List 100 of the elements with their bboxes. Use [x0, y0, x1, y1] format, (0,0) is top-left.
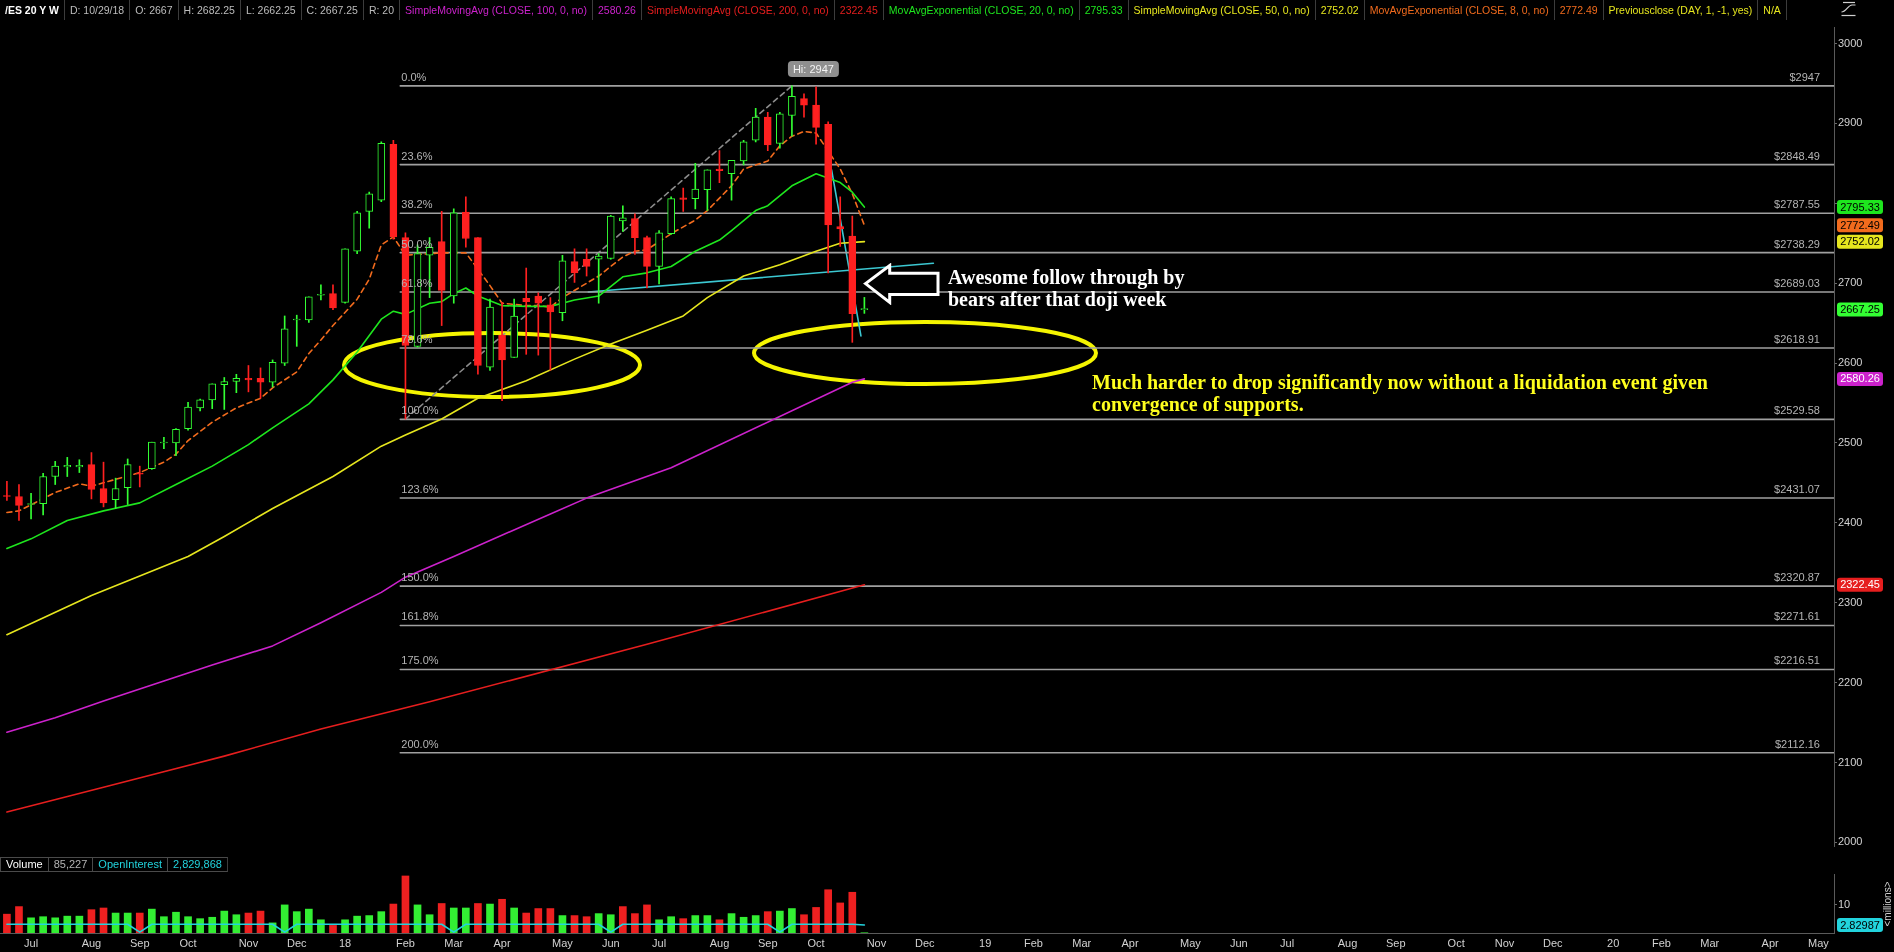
- x-tick-label: Dec: [914, 936, 936, 949]
- bar: [836, 902, 845, 933]
- text: 2.82987: [1840, 918, 1880, 931]
- text: 2667.25: [1840, 302, 1880, 315]
- annotation: 78.6%: [401, 333, 433, 345]
- candlestick: [160, 437, 168, 449]
- x-tick-label: Nov: [866, 936, 887, 949]
- bar: [15, 906, 23, 933]
- bar: [631, 913, 639, 933]
- bar: [135, 912, 144, 933]
- annotation: 200.0%: [401, 737, 439, 750]
- candlestick: [498, 302, 506, 401]
- y-tick-label: 2200: [1838, 675, 1863, 688]
- annotation: Awesome follow through by bears after that doji week: [948, 266, 1186, 310]
- x-tick-label: Feb: [1651, 936, 1671, 949]
- candlestick: [292, 314, 301, 347]
- x-tick-label: Jul: [1280, 936, 1295, 949]
- x-tick-label: Sep: [1385, 936, 1406, 949]
- x-tick-label: Sep: [129, 936, 150, 949]
- x-tick-label: Aug: [81, 936, 102, 949]
- annotation: $2689.03: [1774, 276, 1820, 289]
- x-tick-label: Feb: [1023, 936, 1043, 949]
- annotation: $2271.61: [1774, 610, 1820, 623]
- annotation: $2529.58: [1774, 404, 1820, 417]
- bar: [522, 912, 531, 933]
- text: 2752.02: [1840, 235, 1880, 248]
- x-tick-label: Oct: [179, 936, 197, 949]
- x-tick-label: Dec: [1542, 936, 1564, 949]
- annotation: 150.0%: [401, 571, 439, 584]
- x-tick-label: Feb: [395, 936, 415, 949]
- x-tick-label: Oct: [1447, 936, 1465, 949]
- text: N/A: [1758, 0, 1787, 20]
- x-tick-label: Jun: [601, 936, 620, 949]
- annotation: $2618.91: [1774, 333, 1820, 345]
- annotation: 123.6%: [401, 483, 439, 496]
- bar: [619, 906, 627, 933]
- bar: [437, 903, 446, 933]
- bar: [812, 907, 820, 933]
- candlestick: [679, 187, 688, 212]
- bar: [220, 910, 229, 933]
- bar: [594, 913, 603, 933]
- text: MovAvgExponential (CLOSE, 8, 0, no): [1364, 0, 1555, 20]
- x-tick-label: May: [1180, 936, 1202, 949]
- candlestick: [836, 196, 845, 247]
- annotation: $2787.55: [1774, 198, 1820, 211]
- y-tick-label: 2500: [1838, 436, 1863, 449]
- bar: [848, 891, 857, 933]
- candlestick: [594, 253, 603, 304]
- text: 85,227: [47, 857, 94, 872]
- annotation: 23.6%: [401, 149, 433, 162]
- bar: [305, 908, 313, 933]
- candlestick: [619, 205, 627, 232]
- text: 2,829,868: [166, 857, 228, 872]
- y-axis-title: <millions>: [1882, 880, 1894, 929]
- x-tick-label: 18: [338, 936, 352, 949]
- text: 2322.45: [1840, 578, 1880, 591]
- annotation: 161.8%: [401, 610, 439, 623]
- x-tick-label: Mar: [444, 936, 464, 949]
- candlestick: [691, 163, 700, 210]
- x-tick-label: Mar: [1072, 936, 1092, 949]
- y-tick-label: 2600: [1838, 356, 1863, 369]
- bar: [788, 908, 796, 933]
- text: 2752.02: [1315, 0, 1365, 20]
- bar: [763, 911, 772, 933]
- x-tick-label: Nov: [238, 936, 259, 949]
- x-tick-label: Apr: [1761, 936, 1780, 949]
- y-tick-label: 2300: [1838, 595, 1863, 608]
- text: 2795.33: [1079, 0, 1129, 20]
- x-tick-label: Jul: [652, 936, 667, 949]
- x-tick-label: 19: [979, 936, 992, 949]
- bar: [292, 911, 301, 933]
- bar: [148, 908, 156, 933]
- bar: [486, 903, 494, 933]
- x-tick-label: Apr: [1121, 936, 1139, 949]
- chart-title: Volume: [0, 857, 49, 872]
- bar: [643, 904, 651, 933]
- chart-subtitle: D: 10/29/18 O: 2667 H: 2682.25 L: 2662.25 C: 2667.25 R: 20: [68, 3, 396, 18]
- candlestick: [317, 284, 325, 301]
- y-tick-label: 2000: [1838, 835, 1863, 848]
- x-tick-label: May: [1808, 936, 1830, 949]
- bar: [3, 913, 11, 933]
- text: MovAvgExponential (CLOSE, 20, 0, no): [883, 0, 1080, 20]
- annotation: 38.2%: [401, 198, 433, 211]
- annotation: Hi: 2947: [792, 62, 834, 75]
- bar: [280, 904, 289, 933]
- annotation: $2320.87: [1774, 571, 1820, 584]
- x-tick-label: Jun: [1229, 936, 1248, 949]
- y-tick-label: 2400: [1838, 515, 1863, 528]
- bar: [123, 912, 132, 933]
- bar: [776, 910, 784, 933]
- annotation: 0.0%: [401, 70, 427, 83]
- text: 2772.49: [1554, 0, 1604, 20]
- bar: [510, 907, 518, 933]
- y-tick-label: 2900: [1838, 116, 1863, 129]
- text: 2795.33: [1840, 200, 1880, 213]
- annotation: $2947: [1789, 70, 1820, 83]
- chart-title: /ES 20 Y W: [0, 0, 65, 20]
- text: Previousclose (DAY, 1, -1, yes): [1603, 0, 1759, 20]
- bar: [377, 911, 386, 933]
- bar: [462, 907, 470, 933]
